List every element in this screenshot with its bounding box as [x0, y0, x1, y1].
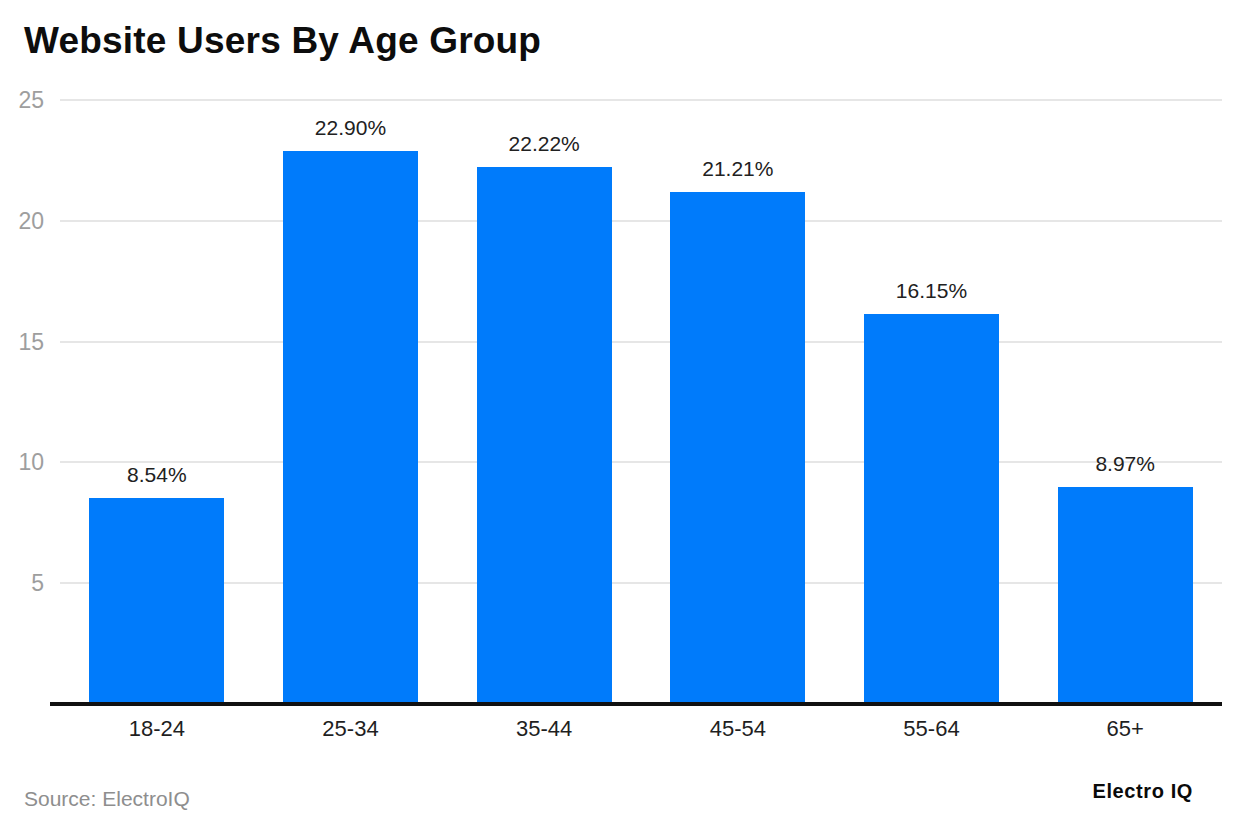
y-tick-label: 5 [0, 570, 44, 596]
bar-value-label: 21.21% [641, 157, 835, 181]
bar-18-24[interactable] [89, 498, 224, 704]
bar-35-44[interactable] [477, 167, 612, 704]
gridline [60, 582, 1222, 584]
y-tick-label: 10 [0, 449, 44, 475]
bar-value-label: 16.15% [835, 279, 1029, 303]
chart-title: Website Users By Age Group [24, 20, 541, 62]
x-tick-label: 35-44 [447, 716, 641, 742]
y-tick-label: 15 [0, 329, 44, 355]
gridline [60, 99, 1222, 101]
bar-value-label: 8.54% [60, 463, 254, 487]
bar-65+[interactable] [1058, 487, 1193, 704]
bar-25-34[interactable] [283, 151, 418, 704]
brand-logo: Electro IQ [1093, 780, 1193, 803]
plot-area: 8.54% 22.90%22.22%21.21% 16.15% 8.97% [60, 100, 1222, 704]
x-tick-label: 25-34 [254, 716, 448, 742]
gridline [60, 341, 1222, 343]
bar-value-label: 8.97% [1028, 452, 1222, 476]
x-tick-label: 45-54 [641, 716, 835, 742]
y-tick-label: 20 [0, 208, 44, 234]
x-axis: 18-2425-3435-4445-5455-6465+ [60, 716, 1222, 746]
x-tick-label: 55-64 [835, 716, 1029, 742]
gridline [60, 220, 1222, 222]
chart-canvas: Website Users By Age Group 5 10 15 20 25 8.5… [0, 0, 1240, 834]
x-tick-label: 18-24 [60, 716, 254, 742]
bar-45-54[interactable] [670, 192, 805, 704]
source-note: Source: ElectroIQ [24, 787, 190, 811]
bar-55-64[interactable] [864, 314, 999, 704]
bar-value-label: 22.22% [447, 132, 641, 156]
y-axis: 510152025 [0, 100, 46, 704]
y-tick-label: 25 [0, 87, 44, 113]
x-axis-line [50, 702, 1222, 706]
x-tick-label: 65+ [1028, 716, 1222, 742]
bar-value-label: 22.90% [254, 116, 448, 140]
